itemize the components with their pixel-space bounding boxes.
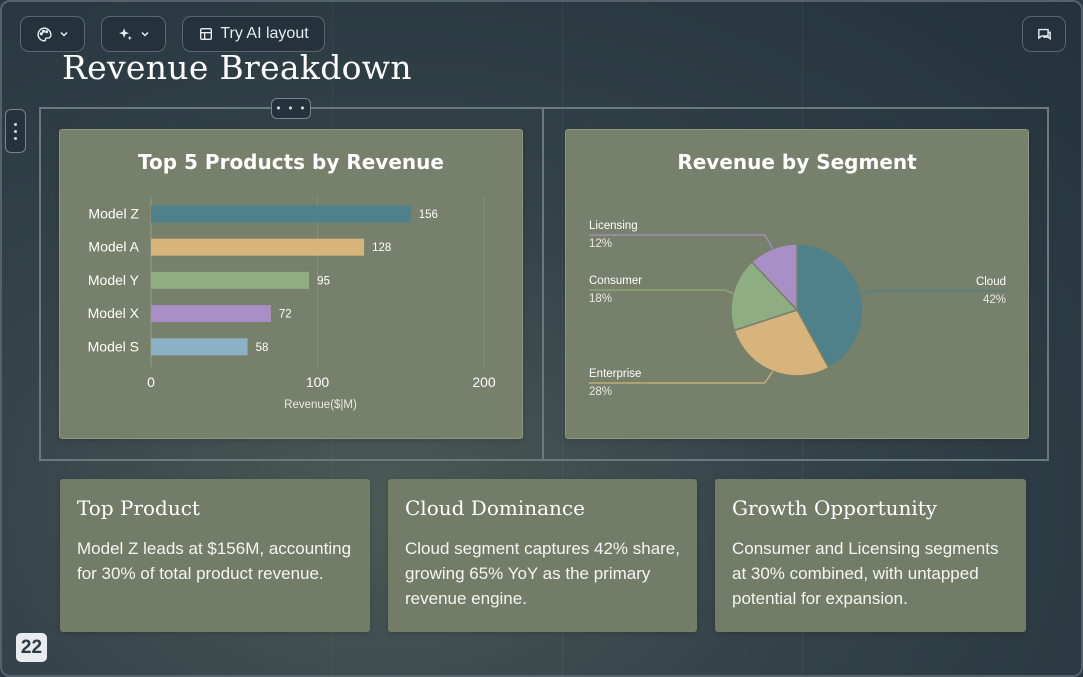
bar-chart: 0 100 200 Model Z 156 Model A 128 Model Y 95 Mode…: [88, 197, 496, 411]
pie-slice: [750, 243, 798, 312]
pie-label: Enterprise: [589, 368, 641, 380]
bar: [151, 271, 310, 289]
pie-slice: [796, 243, 864, 369]
frame-divider: [542, 107, 544, 461]
try-ai-layout-button[interactable]: Try AI layout: [182, 16, 325, 52]
x-tick-label: 200: [472, 374, 496, 390]
pie-label: Consumer: [589, 275, 642, 287]
insight-title: Top Product: [77, 496, 200, 520]
bar-chart-title: Top 5 Products by Revenue: [138, 150, 444, 174]
comment-icon: [1037, 28, 1051, 40]
layout-icon: [200, 28, 213, 40]
bar-category-label: Model S: [88, 338, 139, 354]
theme-dropdown-button[interactable]: [20, 16, 85, 52]
pie-value-label: 12%: [589, 238, 612, 250]
bar-value-label: 58: [256, 342, 269, 354]
comments-button[interactable]: [1022, 16, 1066, 52]
insight-body: Model Z leads at $156M, accounting for 3…: [77, 539, 352, 583]
slide-title[interactable]: Revenue Breakdown: [62, 48, 412, 87]
insight-body: Consumer and Licensing segments at 30% c…: [732, 539, 999, 608]
insight-card-growth-opportunity[interactable]: Growth Opportunity Consumer and Licensin…: [715, 479, 1026, 632]
bar: [151, 238, 365, 256]
pie-value-label: 28%: [589, 386, 612, 398]
x-tick-label: 100: [306, 374, 330, 390]
insight-title: Cloud Dominance: [405, 496, 585, 520]
pie-leader-line: [860, 290, 1006, 295]
pie-chart-title: Revenue by Segment: [677, 150, 917, 174]
pie-chart: Cloud 42% Enterprise 28% Consumer 18% Licensin…: [589, 220, 1006, 398]
chevron-down-icon: [141, 31, 149, 37]
bar: [151, 338, 248, 356]
bar-value-label: 156: [419, 209, 438, 221]
try-ai-layout-label: Try AI layout: [220, 25, 309, 42]
insight-card-top-product[interactable]: Top Product Model Z leads at $156M, acco…: [60, 479, 370, 632]
drag-handle-vertical[interactable]: [5, 109, 26, 153]
bar-value-label: 128: [372, 242, 391, 254]
sparkle-icon: [119, 27, 132, 40]
pie-leader-line: [589, 371, 774, 384]
pie-leader-line: [589, 289, 734, 295]
insight-title: Growth Opportunity: [732, 496, 938, 520]
pie-value-label: 18%: [589, 293, 612, 305]
bar-category-label: Model A: [88, 239, 139, 255]
insight-card-cloud-dominance[interactable]: Cloud Dominance Cloud segment captures 4…: [388, 479, 697, 632]
bar: [151, 205, 411, 223]
bar-value-label: 95: [317, 275, 330, 287]
x-axis-title: Revenue($|M): [284, 399, 357, 411]
chart-row-frame[interactable]: [39, 107, 1049, 461]
bar-category-label: Model X: [88, 305, 140, 321]
bar-category-label: Model Y: [88, 272, 140, 288]
pie-value-label: 42%: [983, 294, 1006, 306]
insight-body: Cloud segment captures 42% share, growin…: [405, 539, 680, 608]
bar-chart-card[interactable]: Top 5 Products by Revenue 0 100 200 Model Z…: [59, 129, 523, 439]
page-number-badge[interactable]: 22: [16, 633, 47, 662]
drag-handle-horizontal[interactable]: • • •: [271, 98, 311, 119]
pie-label: Cloud: [976, 276, 1006, 288]
palette-icon: [37, 26, 52, 42]
ai-dropdown-button[interactable]: [101, 16, 166, 52]
x-tick-label: 0: [147, 374, 155, 390]
chevron-down-icon: [60, 31, 68, 37]
pie-label: Licensing: [589, 220, 638, 232]
bar-category-label: Model Z: [88, 206, 139, 222]
pie-leader-line: [589, 234, 774, 249]
bar: [151, 305, 271, 323]
bar-value-label: 72: [279, 309, 292, 321]
pie-chart-card[interactable]: Revenue by Segment Cloud 42% Enterprise 28%…: [565, 129, 1029, 439]
